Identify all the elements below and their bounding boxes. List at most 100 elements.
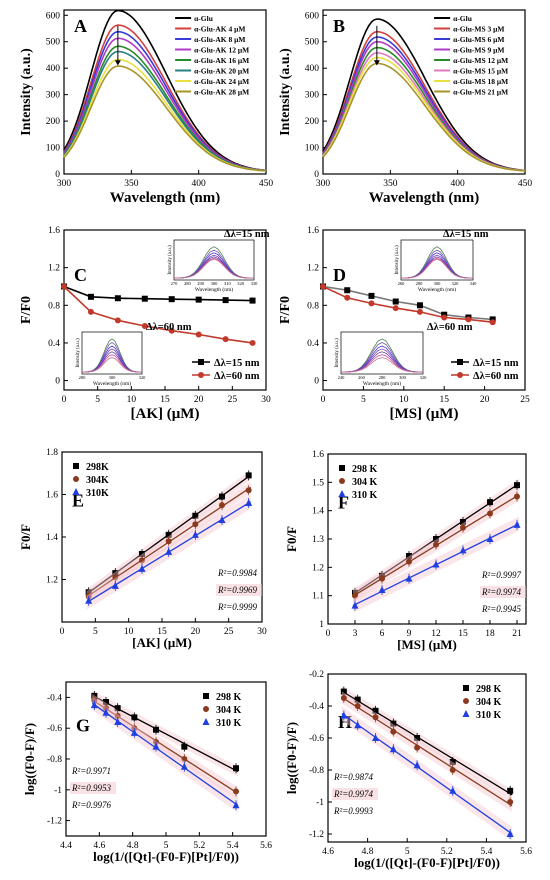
- x-tick-label: 5: [164, 841, 169, 851]
- data-point: [352, 592, 358, 599]
- series-line: [63, 285, 253, 302]
- data-point: [222, 336, 229, 343]
- x-tick-label: 15: [157, 627, 167, 637]
- data-point: [372, 714, 379, 721]
- r2-label: R²=0.9976: [71, 800, 112, 810]
- inset-x-tick: 300: [434, 281, 442, 286]
- inset-x-tick: 260: [358, 375, 366, 380]
- inset-spectrum: [340, 338, 424, 373]
- r2-label: R²=0.9971: [71, 766, 111, 776]
- arrow-head: [373, 60, 380, 66]
- inset-y-label: Intensity (a.u.): [76, 338, 81, 368]
- legend-label: α-Glu: [453, 14, 472, 23]
- legend-label: α-Glu-MS 18 μM: [453, 77, 508, 86]
- panel-E: 0 5 10 15 20 25 30 1.2 1.4 1.6 1.8 E [AK] (μM) F0/F 29…: [18, 448, 267, 650]
- data-point: [87, 308, 94, 315]
- data-point: [513, 520, 521, 528]
- panel-letter: G: [76, 715, 90, 735]
- y-tick-label: 1.2: [307, 264, 319, 274]
- inset-y-label: Intensity (a.u.): [335, 338, 340, 368]
- x-tick-label: 30: [257, 627, 267, 637]
- legend-label: α-Glu-MS 15 μM: [453, 67, 508, 76]
- inset-spectrum: [81, 348, 143, 373]
- y-axis-label: F/F0: [19, 296, 34, 324]
- inset-x-label: Wavelength (nm): [418, 286, 456, 293]
- inset-frame: [340, 331, 424, 375]
- data-point: [416, 308, 423, 315]
- y-tick-label: -0.6: [47, 724, 62, 734]
- y-axis-label: Intensity (a.u.): [278, 48, 293, 136]
- y-tick-label: -1: [316, 798, 324, 808]
- data-point: [378, 586, 386, 593]
- x-tick-label: 400: [192, 179, 207, 189]
- data-point: [413, 761, 421, 769]
- plot-frame: [322, 229, 526, 391]
- y-tick-label: 0: [314, 377, 319, 387]
- data-point: [406, 553, 412, 559]
- x-tick-label: 5: [93, 627, 98, 637]
- data-point: [165, 538, 172, 545]
- y-tick-label: 1.5: [312, 478, 324, 488]
- data-point: [139, 557, 145, 564]
- fit-line: [341, 690, 513, 796]
- data-point: [339, 465, 345, 471]
- data-point: [181, 743, 188, 750]
- inset-spectrum: [401, 257, 473, 279]
- data-point: [90, 701, 98, 709]
- spectrum-line: [322, 62, 526, 172]
- x-tick-label: 21: [512, 629, 522, 639]
- x-tick-label: 0: [62, 395, 67, 405]
- r2-label: R²=0.9997: [481, 570, 522, 580]
- legend-label: α-Glu-MS 9 μM: [453, 46, 504, 55]
- data-point: [338, 490, 346, 497]
- data-point: [344, 294, 351, 301]
- data-point: [368, 300, 375, 307]
- y-tick-label: -0.4: [309, 702, 324, 712]
- data-point: [180, 762, 188, 770]
- inset-x-tick: 260: [398, 281, 406, 286]
- y-axis-label: F0/F: [284, 526, 299, 552]
- x-tick-label: 25: [228, 395, 238, 405]
- y-tick-label: 1.1: [312, 592, 324, 602]
- legend-label: Δλ=15 nm: [473, 358, 519, 369]
- data-point: [138, 564, 146, 572]
- inset-spectrum: [400, 256, 474, 279]
- legend-label: 310 K: [476, 710, 502, 721]
- y-axis-label: F/F0: [278, 296, 293, 324]
- x-tick-label: 4.6: [322, 847, 334, 857]
- legend-label: Δλ=60 nm: [473, 371, 519, 382]
- legend-label: α-Glu: [194, 14, 213, 23]
- x-tick-label: 10: [127, 395, 137, 405]
- data-point: [198, 359, 204, 365]
- data-point: [433, 536, 439, 542]
- y-tick-label: 1.6: [307, 226, 319, 236]
- inset-x-tick: 240: [338, 375, 346, 380]
- y-tick-label: 1.4: [312, 507, 324, 517]
- y-tick-label: 1.4: [46, 533, 58, 543]
- x-tick-label: 300: [57, 179, 72, 189]
- x-axis-label: [MS] (μM): [397, 637, 457, 652]
- arrow-head: [114, 60, 121, 66]
- inset-spectrum: [400, 249, 474, 279]
- inset-x-label: Wavelength (nm): [363, 380, 401, 387]
- x-tick-label: 20: [191, 627, 201, 637]
- panel-H: 4.6 4.8 5 5.2 5.4 5.6-1.2-1-0.8-0.6-0.4-0.2Hl…: [284, 670, 532, 870]
- legend-label: α-Glu-AK 12 μM: [194, 46, 249, 55]
- data-point: [392, 298, 399, 305]
- inset-x-tick: 280: [184, 281, 192, 286]
- panel-G: 4.4 4.6 4.8 5 5.2 5.4 5.6 -1.2 -1 -0.8 -0.6 -0.4 Glo…: [22, 681, 272, 864]
- x-tick-label: 15: [160, 395, 170, 405]
- inset-x-label: Wavelength (nm): [93, 380, 131, 387]
- y-tick-label: 500: [46, 38, 61, 48]
- data-point: [203, 706, 209, 712]
- data-point: [489, 319, 496, 326]
- data-point: [392, 305, 399, 312]
- y-tick-label: -1.2: [47, 817, 62, 827]
- data-point: [245, 472, 252, 479]
- y-tick-label: 1.6: [48, 226, 60, 236]
- panel-letter: C: [74, 265, 87, 285]
- data-point: [181, 756, 188, 762]
- x-tick-label: 300: [316, 179, 331, 189]
- legend-label: 304 K: [352, 477, 378, 488]
- data-point: [165, 531, 172, 538]
